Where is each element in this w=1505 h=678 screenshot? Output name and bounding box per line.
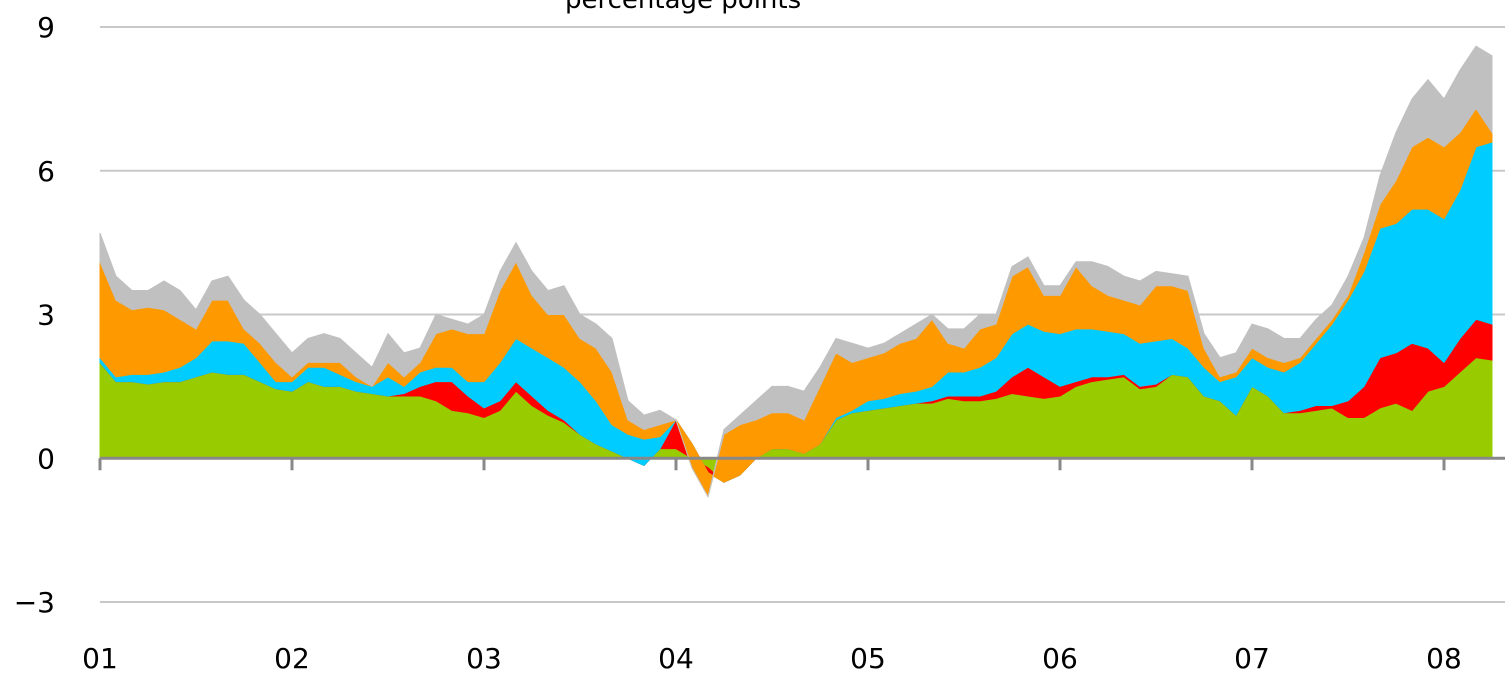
y-tick-label: −3: [14, 586, 55, 619]
area: [99, 45, 1493, 498]
chart-title: percentage points: [565, 0, 801, 15]
x-tick-label: 04: [658, 642, 694, 675]
y-tick-label: 9: [37, 11, 55, 44]
x-tick-label: 01: [82, 642, 118, 675]
y-tick-label: 0: [37, 442, 55, 475]
y-tick-label: 6: [37, 155, 55, 188]
x-tick-label: 06: [1042, 642, 1078, 675]
x-tick-label: 03: [466, 642, 502, 675]
x-tick-label: 07: [1234, 642, 1270, 675]
x-tick-label: 05: [850, 642, 886, 675]
x-tick-label: 08: [1426, 642, 1462, 675]
x-tick-label: 02: [274, 642, 310, 675]
y-tick-label: 3: [37, 299, 55, 332]
